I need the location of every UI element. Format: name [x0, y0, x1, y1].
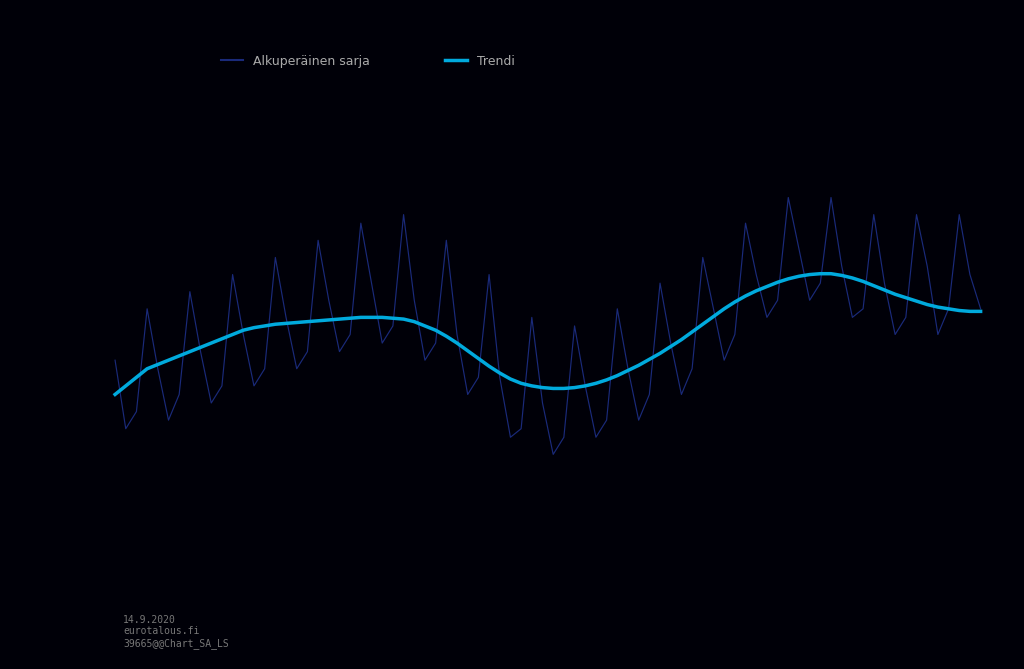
Text: 14.9.2020
eurotalous.fi
39665@@Chart_SA_LS: 14.9.2020 eurotalous.fi 39665@@Chart_SA_… [123, 615, 228, 649]
Legend: Alkuperäinen sarja, Trendi: Alkuperäinen sarja, Trendi [216, 50, 520, 73]
